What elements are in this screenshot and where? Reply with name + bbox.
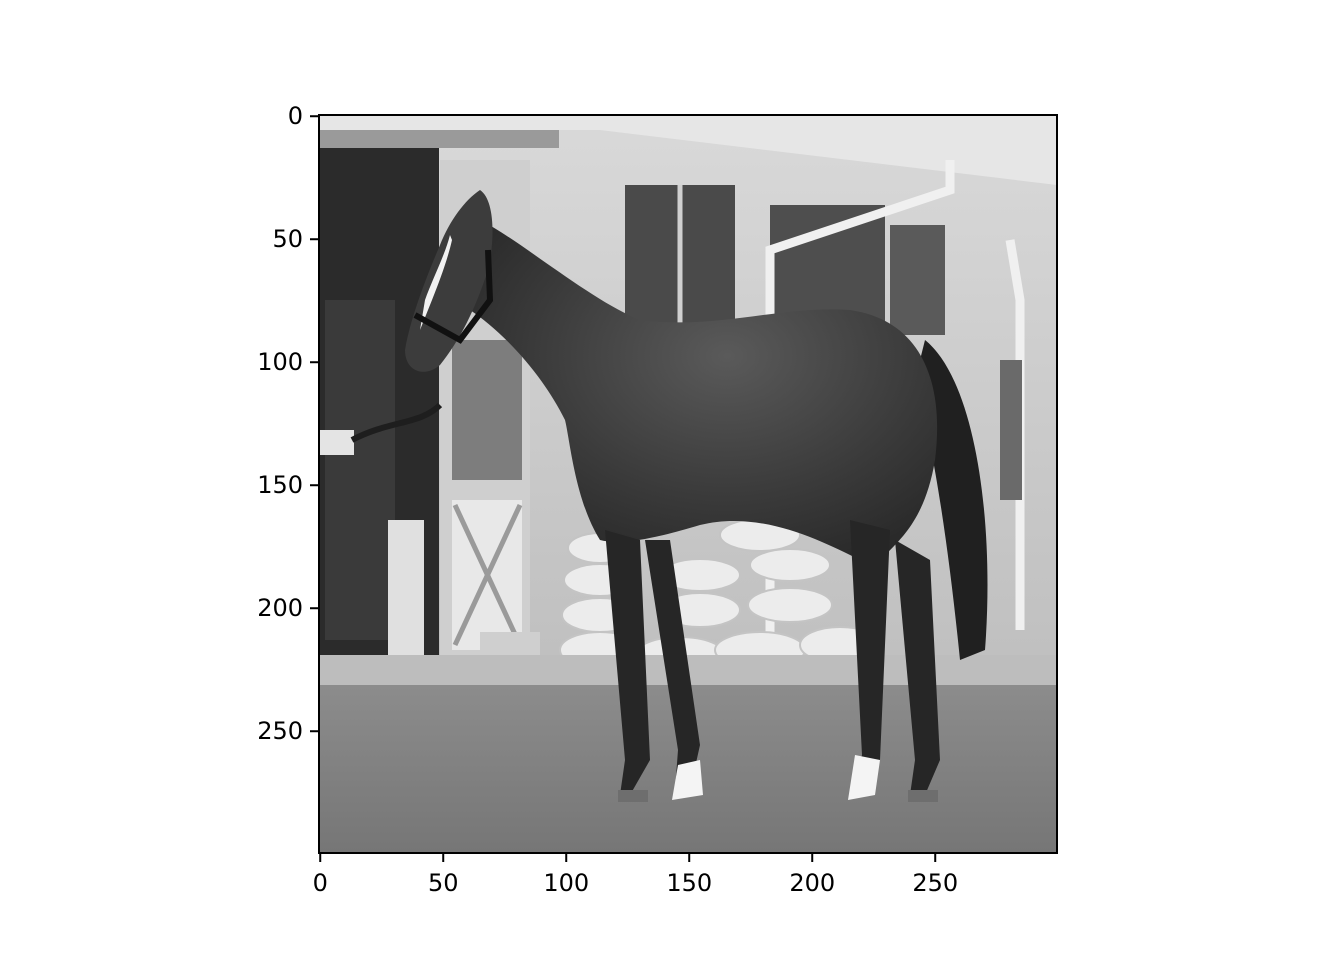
x-tick-label: 100 (543, 869, 589, 897)
y-tick-label: 100 (257, 348, 303, 376)
y-tick-label: 150 (257, 471, 303, 499)
y-tick-label: 0 (288, 102, 303, 130)
y-tick-label: 200 (257, 594, 303, 622)
x-tick-label: 250 (912, 869, 958, 897)
photo (319, 115, 1057, 853)
x-tick-label: 200 (789, 869, 835, 897)
y-tick-label: 250 (257, 717, 303, 745)
y-tick-label: 50 (272, 225, 303, 253)
x-tick-label: 50 (428, 869, 459, 897)
horse (405, 190, 988, 802)
axes-frame (318, 114, 1058, 854)
x-tick-label: 150 (666, 869, 712, 897)
y-axis: 0 50 100 150 200 250 (257, 102, 319, 745)
x-tick-label: 0 (313, 869, 328, 897)
x-axis: 0 50 100 150 200 250 (313, 853, 958, 897)
